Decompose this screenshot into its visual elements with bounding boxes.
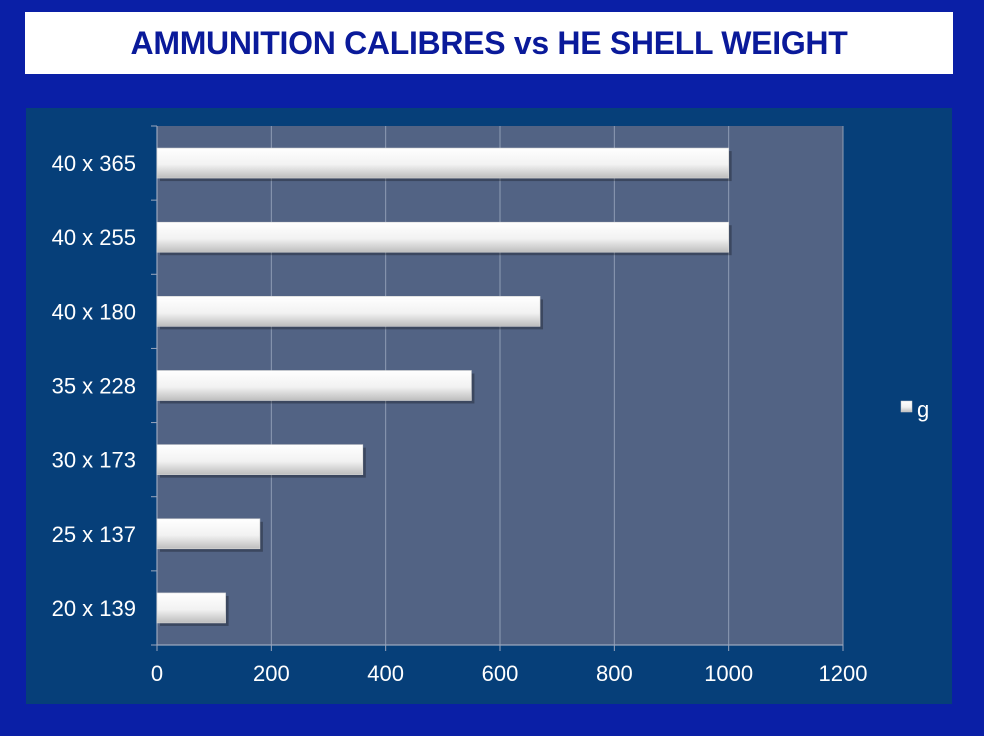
- bar: [156, 370, 472, 401]
- y-tick-label: 20 x 139: [52, 596, 136, 621]
- bars: [156, 147, 732, 626]
- y-tick-label: 30 x 173: [52, 448, 136, 473]
- x-tick-label: 1000: [704, 661, 753, 686]
- x-tick-label: 1200: [819, 661, 868, 686]
- legend-label: g: [917, 397, 929, 422]
- title-banner: AMMUNITION CALIBRES vs HE SHELL WEIGHT: [25, 12, 953, 74]
- bar: [156, 147, 729, 179]
- chart-panel: 0 200 400 600 800 1000 1200 20 x 139 25 x 137 30 …: [26, 108, 952, 704]
- x-tick-label: 600: [482, 661, 519, 686]
- legend: g: [900, 397, 929, 422]
- x-tick-label: 400: [367, 661, 404, 686]
- tick-labels: 0 200 400 600 800 1000 1200 20 x 139 25 x 137 30 …: [52, 151, 868, 686]
- y-tick-label: 35 x 228: [52, 374, 136, 399]
- bar: [156, 518, 261, 550]
- y-tick-label: 40 x 180: [52, 299, 136, 324]
- y-tick-label: 25 x 137: [52, 522, 136, 547]
- y-tick-label: 40 x 365: [52, 151, 136, 176]
- legend-swatch: [900, 400, 913, 413]
- y-tick-label: 40 x 255: [52, 225, 136, 250]
- bar: [156, 221, 729, 253]
- bar: [156, 444, 364, 475]
- x-tick-label: 200: [253, 661, 290, 686]
- bar: [156, 592, 226, 624]
- x-tick-label: 0: [151, 661, 163, 686]
- bar-chart: 0 200 400 600 800 1000 1200 20 x 139 25 x 137 30 …: [52, 125, 929, 686]
- chart-title: AMMUNITION CALIBRES vs HE SHELL WEIGHT: [130, 24, 848, 61]
- x-tick-label: 800: [596, 661, 633, 686]
- bar: [156, 296, 541, 327]
